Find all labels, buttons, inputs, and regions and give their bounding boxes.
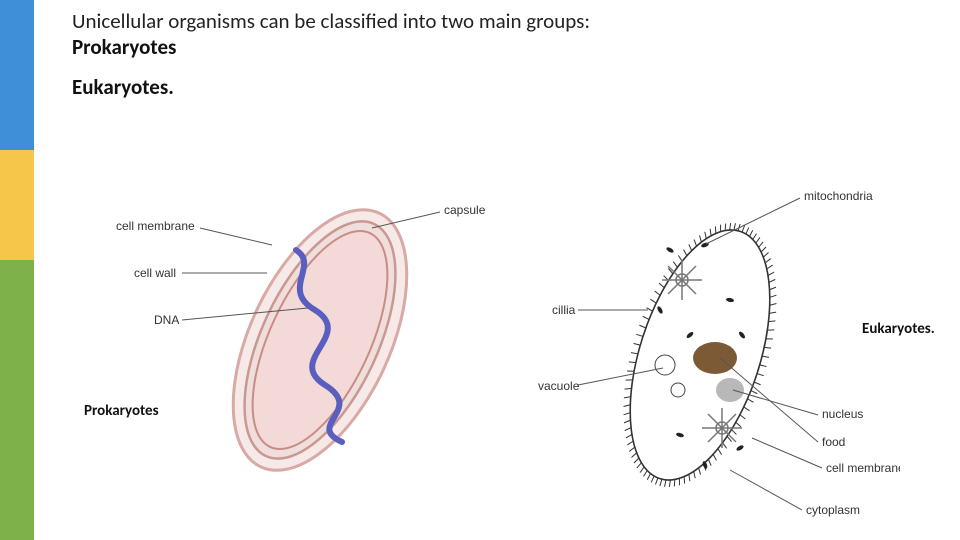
eukaryote-diagram: mitochondria cillia vacuole nucleus food… bbox=[538, 190, 900, 517]
accent-sidebar bbox=[0, 0, 34, 540]
label-capsule: capsule bbox=[444, 203, 486, 217]
prokaryote-diagram: cell membrane cell wall DNA capsule bbox=[116, 190, 486, 496]
label-cell-wall: cell wall bbox=[134, 266, 176, 280]
heading-line-3: Eukaryotes. bbox=[72, 74, 920, 100]
figures-svg: cell membrane cell wall DNA capsule bbox=[60, 190, 900, 530]
label-cell-membrane: cell membrane bbox=[116, 219, 195, 233]
heading-line-1: Unicellular organisms can be classified … bbox=[72, 8, 920, 34]
label-nucleus: nucleus bbox=[822, 407, 863, 421]
label-food: food bbox=[822, 435, 845, 449]
label-dna: DNA bbox=[154, 313, 179, 327]
heading-block: Unicellular organisms can be classified … bbox=[72, 8, 920, 100]
sidebar-seg-2 bbox=[0, 150, 34, 260]
nucleus-shape bbox=[716, 378, 744, 402]
label-cytoplasm: cytoplasm bbox=[806, 503, 860, 517]
sidebar-seg-1 bbox=[0, 0, 34, 150]
slide-root: Unicellular organisms can be classified … bbox=[0, 0, 960, 540]
label-cillia: cillia bbox=[552, 303, 576, 317]
label-euk-membrane: cell membrane bbox=[826, 461, 900, 475]
label-mitochondria: mitochondria bbox=[804, 190, 873, 203]
label-vacuole: vacuole bbox=[538, 379, 580, 393]
heading-line-2: Prokaryotes bbox=[72, 34, 920, 60]
sidebar-seg-3 bbox=[0, 260, 34, 540]
food-shape bbox=[693, 342, 737, 374]
